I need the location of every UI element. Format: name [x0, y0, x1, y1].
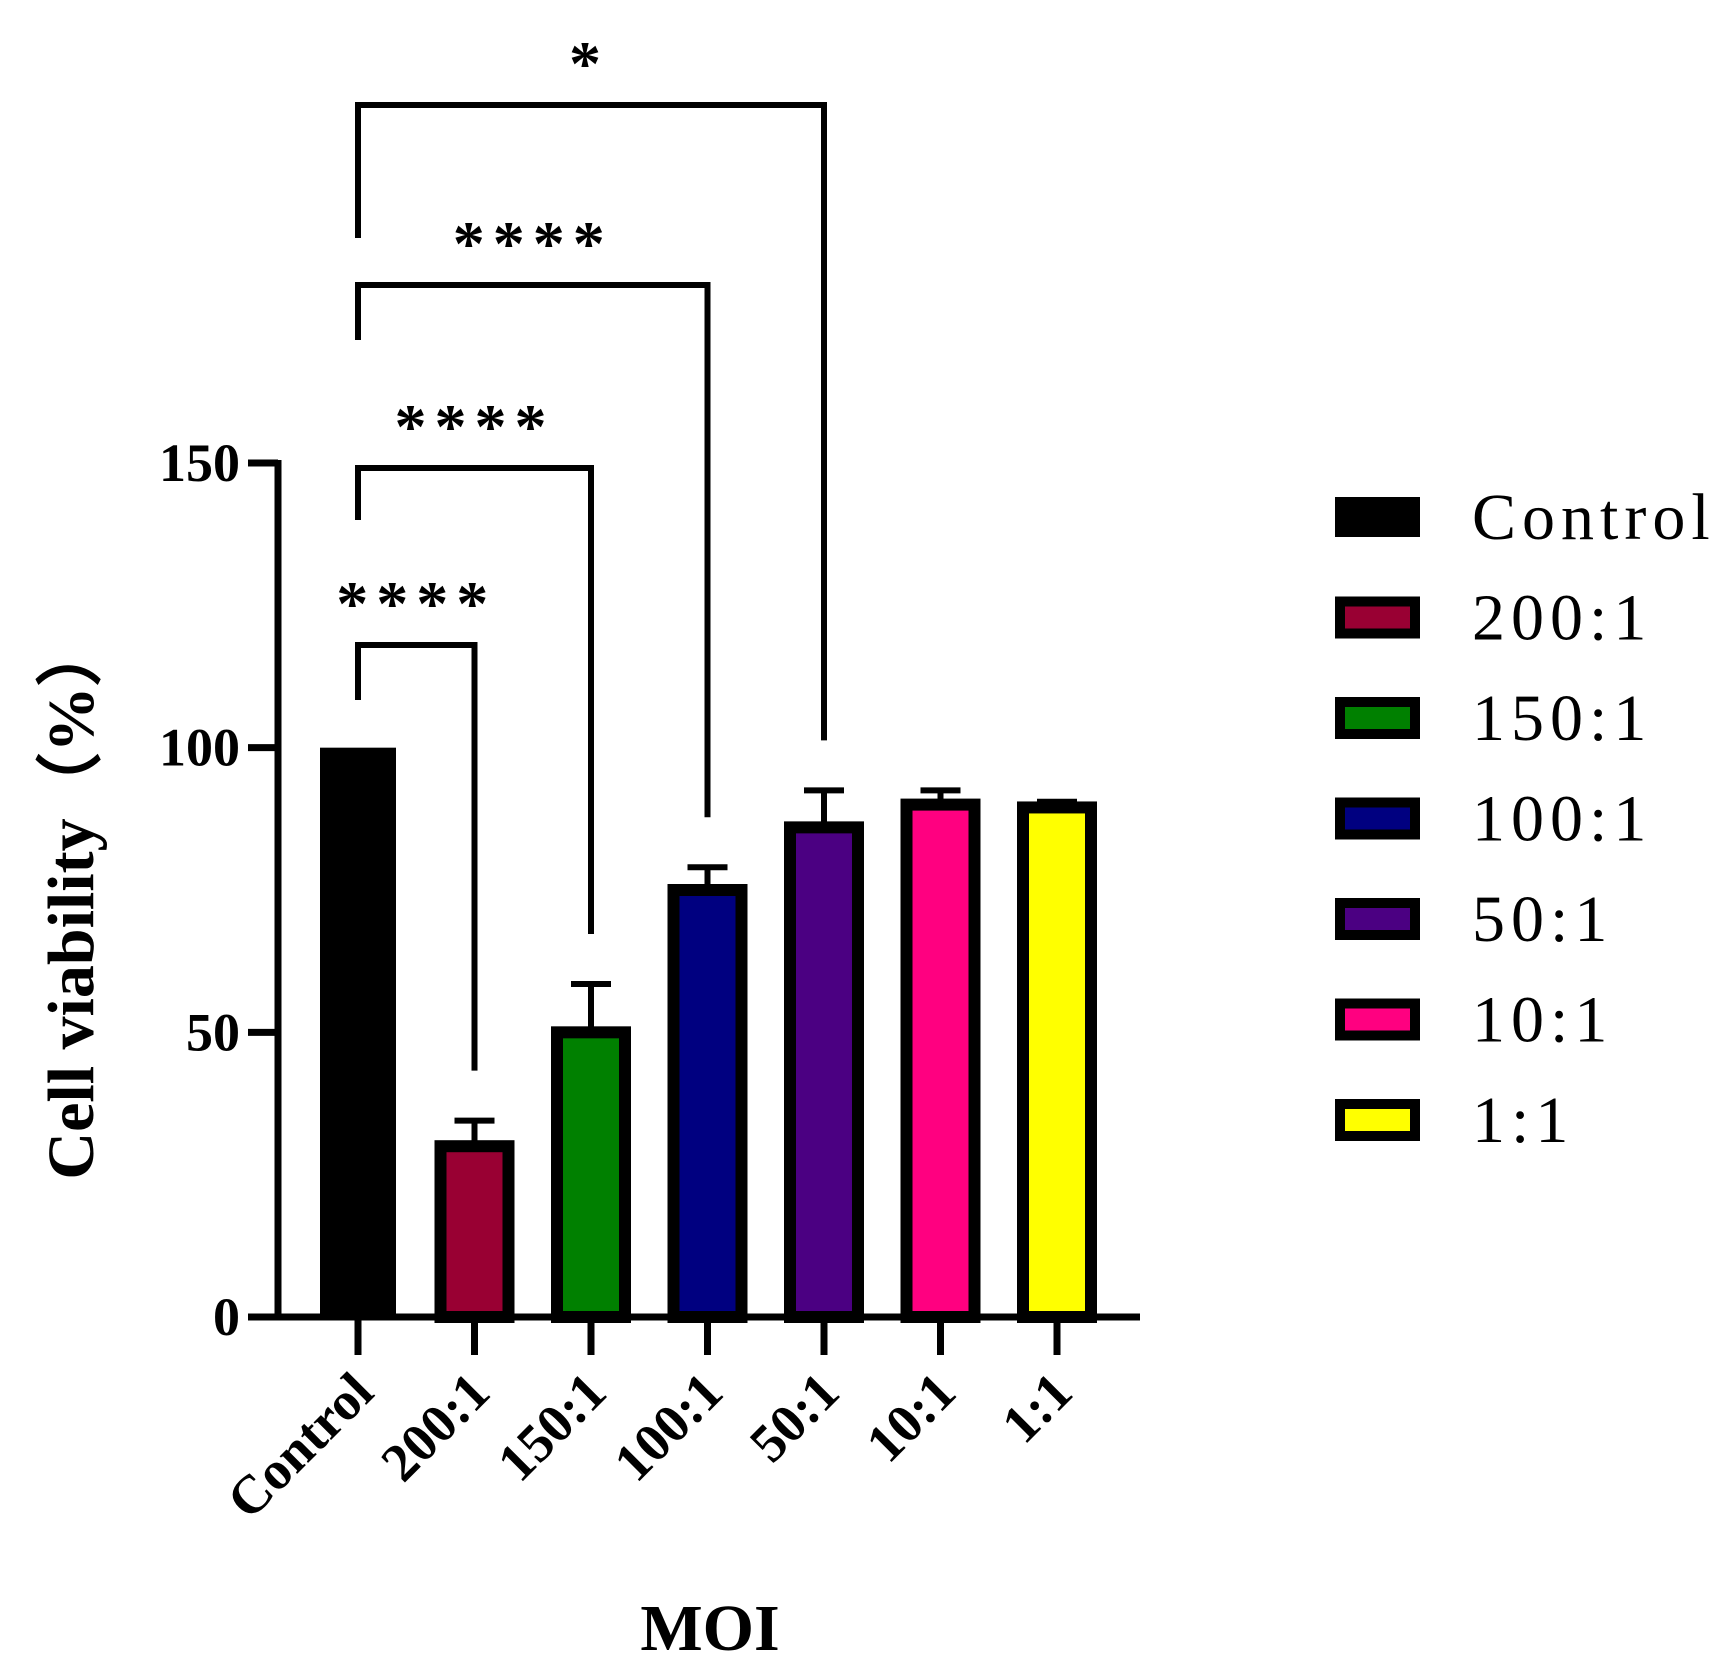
- x-tick-label: 200:1: [369, 1361, 501, 1493]
- significance-label: ****: [336, 568, 496, 639]
- y-axis-title: Cell viability（%）: [34, 620, 108, 1179]
- x-axis-title: MOI: [640, 1592, 779, 1665]
- bar: [434, 1140, 515, 1323]
- bar: [551, 1026, 631, 1324]
- bar: [320, 747, 396, 1317]
- bar: [900, 798, 981, 1323]
- significance-label: ****: [395, 391, 555, 462]
- bar: [667, 884, 748, 1323]
- x-tick-label: 150:1: [486, 1361, 618, 1493]
- legend-label: 1:1: [1472, 1084, 1574, 1157]
- significance-bracket: [355, 282, 711, 818]
- bar: [1017, 801, 1097, 1323]
- legend-label: 10:1: [1472, 984, 1613, 1057]
- legend-label: 100:1: [1472, 783, 1652, 856]
- significance-label: *: [569, 28, 609, 99]
- x-tick-label: 1:1: [990, 1361, 1083, 1454]
- legend-label: 150:1: [1472, 682, 1652, 755]
- x-tick-label: 50:1: [738, 1361, 850, 1473]
- legend-swatch: [1335, 1099, 1420, 1141]
- significance-bracket: [355, 102, 827, 741]
- bar: [784, 821, 864, 1324]
- legend-swatch: [1335, 697, 1420, 739]
- legend-swatch: [1335, 797, 1420, 840]
- legend-swatch: [1335, 898, 1420, 940]
- legend-label: 50:1: [1472, 883, 1613, 956]
- legend-label: Control: [1472, 481, 1716, 554]
- significance-bracket: [355, 642, 478, 1071]
- x-tick-label: Control: [215, 1361, 384, 1530]
- x-tick-label: 100:1: [602, 1361, 734, 1493]
- y-tick-label: 150: [159, 433, 240, 493]
- legend-swatch: [1335, 596, 1420, 639]
- legend-swatch: [1335, 998, 1420, 1041]
- legend-label: 200:1: [1472, 582, 1652, 655]
- y-tick-label: 100: [159, 718, 240, 778]
- x-tick-label: 10:1: [855, 1361, 967, 1473]
- significance-bracket: [355, 465, 594, 934]
- significance-label: ****: [453, 208, 613, 279]
- y-tick-label: 0: [213, 1287, 240, 1347]
- legend-swatch: [1335, 497, 1420, 537]
- y-tick-label: 50: [186, 1002, 240, 1062]
